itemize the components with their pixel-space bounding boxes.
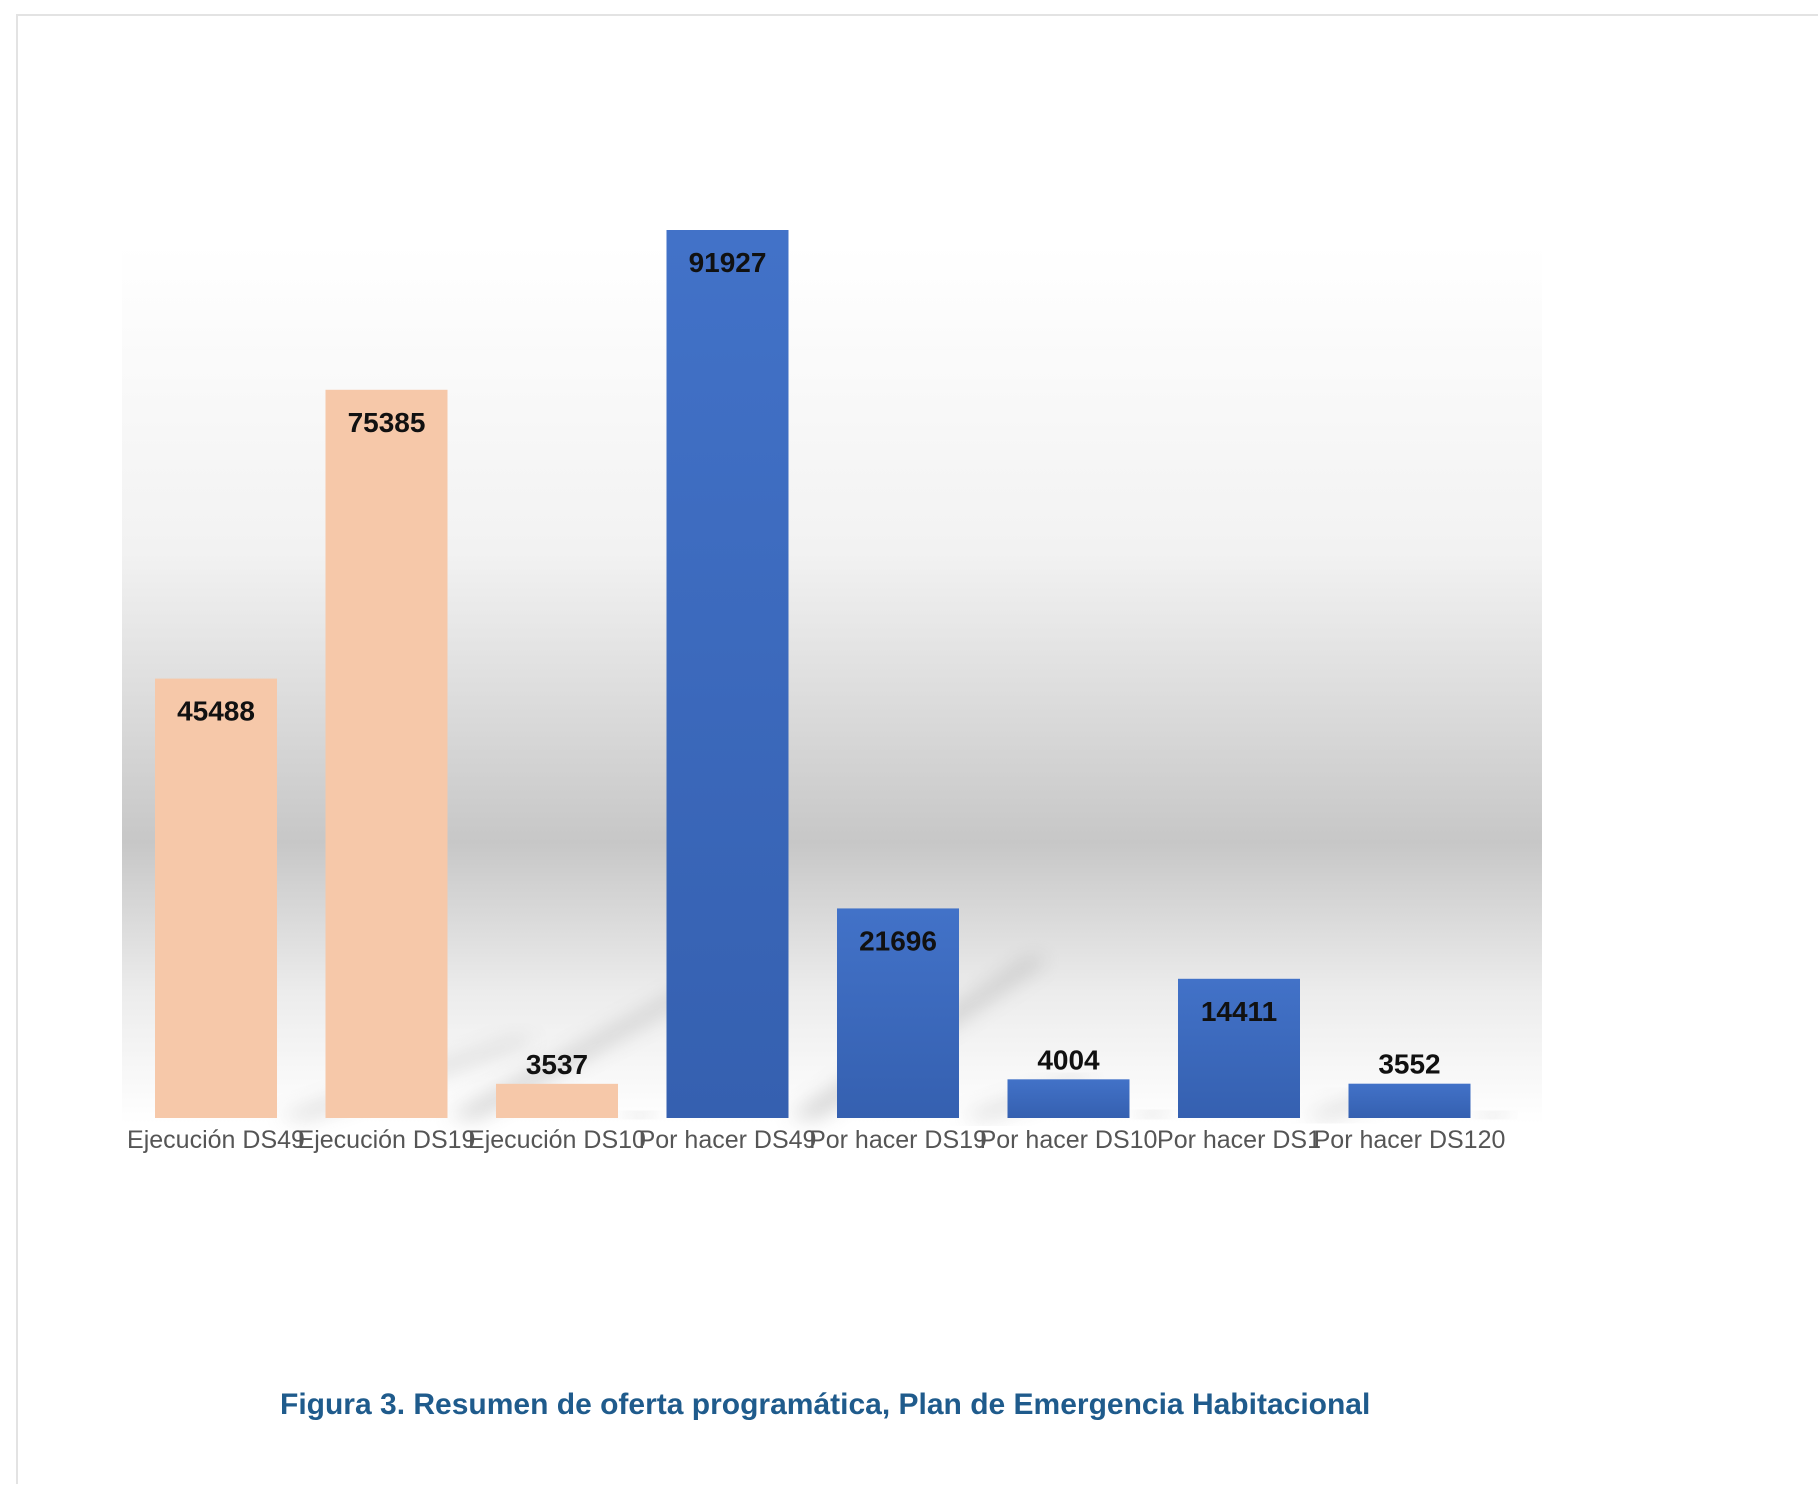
figure-frame: 45488 75385 3537 91927 21696 4004 14411 3552 Ej…	[16, 14, 1818, 1484]
data-label: 91927	[689, 247, 767, 278]
category-label: Ejecución DS10	[468, 1126, 646, 1154]
bar-chart: 45488 75385 3537 91927 21696 4004 14411 3552 Ej…	[122, 230, 1542, 1154]
data-label: 3552	[1378, 1049, 1440, 1080]
figure-caption: Figura 3. Resumen de oferta programática…	[280, 1388, 1371, 1421]
bar	[325, 389, 448, 1118]
category-label: Ejecución DS49	[127, 1126, 305, 1154]
data-label: 14411	[1201, 996, 1277, 1027]
data-label: 3537	[526, 1049, 588, 1080]
bars-group	[155, 230, 1471, 1118]
value-labels-group: 45488 75385 3537 91927 21696 4004 14411 3552	[177, 247, 1441, 1080]
data-label: 75385	[348, 407, 426, 438]
data-label: 21696	[859, 925, 937, 956]
category-label: Por hacer DS10	[980, 1126, 1158, 1154]
bar	[155, 678, 277, 1118]
bar-shadow	[618, 1111, 657, 1118]
bar	[496, 1083, 618, 1118]
category-label: Por hacer DS1	[1157, 1126, 1321, 1154]
bar	[837, 908, 959, 1118]
category-label: Ejecución DS19	[298, 1126, 476, 1154]
bar	[1178, 978, 1300, 1118]
data-label: 4004	[1037, 1044, 1100, 1075]
bar-shadow	[1470, 1111, 1510, 1118]
data-label: 45488	[177, 696, 255, 727]
bar	[1007, 1079, 1130, 1118]
bar	[666, 230, 789, 1118]
category-label: Por hacer DS120	[1314, 1126, 1506, 1154]
category-label: Por hacer DS19	[809, 1126, 987, 1154]
bar	[1348, 1083, 1471, 1118]
bar-shadow	[1129, 1111, 1171, 1118]
category-label: Por hacer DS49	[639, 1126, 817, 1154]
